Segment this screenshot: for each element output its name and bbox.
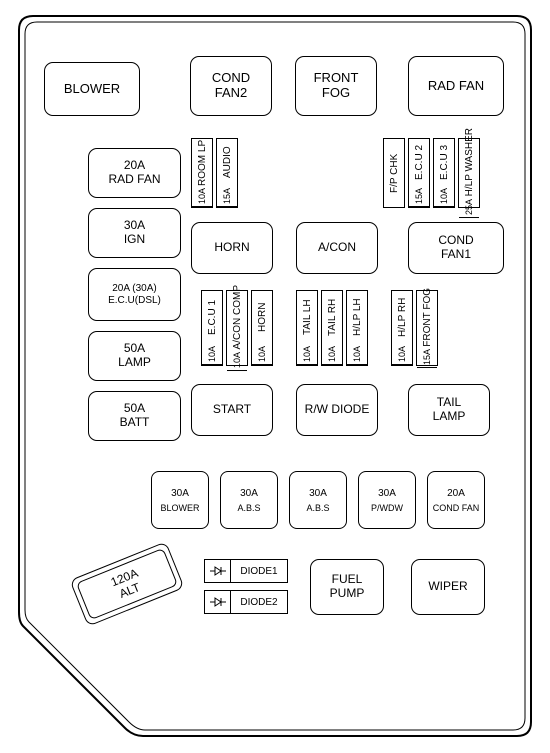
condfan-sq: 20ACOND FAN xyxy=(427,471,485,529)
front-fog-fuse: FRONT FOG15A xyxy=(416,290,438,366)
batt-fuse: 50ABATT xyxy=(88,391,181,441)
abs2-sq: 30AA.B.S xyxy=(289,471,347,529)
fuel-pump-relay: FUELPUMP xyxy=(310,559,384,615)
tail-lh-fuse: TAIL LH10A xyxy=(296,290,318,366)
pwdw-sq: 30AP/WDW xyxy=(358,471,416,529)
cond-fan2-relay: CONDFAN2 xyxy=(190,56,272,116)
front-fog-relay: FRONTFOG xyxy=(295,56,377,116)
diode-symbol-icon xyxy=(205,591,231,613)
acon-comp-fuse: A/CON COMP10A xyxy=(226,290,248,366)
ign-fuse: 30AIGN xyxy=(88,208,181,258)
horn-fuse: HORN10A xyxy=(251,290,273,366)
wiper-relay: WIPER xyxy=(411,559,485,615)
rad-fan-fuse: 20ARAD FAN xyxy=(88,148,181,198)
diode1: DIODE1 xyxy=(204,559,288,583)
diode-symbol-icon xyxy=(205,560,231,582)
alt-fuse: 120AALT xyxy=(69,541,184,626)
audio-fuse: AUDIO15A xyxy=(216,138,238,208)
lamp-fuse: 50ALAMP xyxy=(88,331,181,381)
abs1-sq: 30AA.B.S xyxy=(220,471,278,529)
blower-sq: 30ABLOWER xyxy=(151,471,209,529)
rw-diode: R/W DIODE xyxy=(296,384,378,436)
fuse-panel: BLOWER CONDFAN2 FRONTFOG RAD FAN 20ARAD FAN 3… xyxy=(15,12,535,740)
blower-relay: BLOWER xyxy=(44,62,140,116)
hlp-rh-fuse: H/LP RH10A xyxy=(391,290,413,366)
horn-relay: HORN xyxy=(191,222,273,274)
acon-relay: A/CON xyxy=(296,222,378,274)
cond-fan1-relay: CONDFAN1 xyxy=(408,222,504,274)
start-relay: START xyxy=(191,384,273,436)
ecu1-fuse: E.C.U 110A xyxy=(201,290,223,366)
ecu-fuse: 20A (30A)E.C.U(DSL) xyxy=(88,268,181,321)
tail-lamp-relay: TAILLAMP xyxy=(408,384,490,436)
fp-chk-fuse: F/P CHK xyxy=(383,138,405,208)
room-lp-fuse: ROOM LP10A xyxy=(191,138,213,208)
rad-fan-relay: RAD FAN xyxy=(408,56,504,116)
ecu3-fuse: E.C.U 310A xyxy=(433,138,455,208)
tail-rh-fuse: TAIL RH10A xyxy=(321,290,343,366)
ecu2-fuse: E.C.U 215A xyxy=(408,138,430,208)
diode2: DIODE2 xyxy=(204,590,288,614)
hlp-washer-fuse: H/LP WASHER25A xyxy=(458,138,480,208)
hlp-lh-fuse: H/LP LH10A xyxy=(346,290,368,366)
